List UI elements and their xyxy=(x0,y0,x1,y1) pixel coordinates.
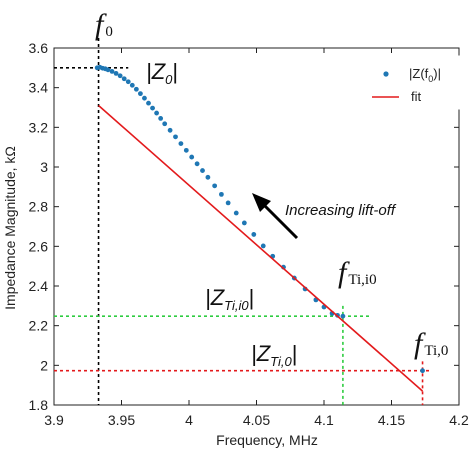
data-point xyxy=(251,232,257,237)
y-tick-label: 1.8 xyxy=(29,397,49,413)
y-tick-label: 2.2 xyxy=(29,318,49,334)
data-point xyxy=(154,110,160,116)
legend-box xyxy=(355,55,461,110)
annotation-zti-0: |ZTi,0| xyxy=(251,341,297,369)
data-point xyxy=(117,73,123,79)
x-tick-label: 4.1 xyxy=(314,412,334,428)
data-point xyxy=(212,183,218,189)
legend-label-series-main: |Z(f xyxy=(409,66,429,81)
data-point xyxy=(142,95,147,101)
x-tick-label: 4.2 xyxy=(449,412,469,428)
data-point xyxy=(133,86,139,92)
lift-off-arrow xyxy=(252,193,299,240)
data-point xyxy=(219,191,224,197)
y-tick-label: 2.4 xyxy=(29,278,49,294)
legend-marker-series xyxy=(383,71,389,77)
data-point xyxy=(340,313,346,319)
data-point xyxy=(113,70,119,76)
legend-label-series-tail: )| xyxy=(433,66,441,81)
lift-off-arrow-shaft xyxy=(260,201,299,240)
legend-label-series: |Z(f0)| xyxy=(409,66,441,84)
x-tick-label: 4 xyxy=(185,412,193,428)
data-point xyxy=(121,76,127,82)
plot-layer: 3.9 3.95 4 4.05 4.1 4.15 4.2 1.8 2 2.2 2.4 2.6 2.8 3 3… xyxy=(29,38,469,428)
annotation-fti-0-sub: Ti,0 xyxy=(424,343,448,359)
annotation-fti-0: f Ti,0 xyxy=(414,327,448,360)
data-point xyxy=(125,79,131,85)
y-tick-label: 3.6 xyxy=(29,40,49,56)
x-tick-label: 4.15 xyxy=(378,412,405,428)
data-point xyxy=(183,147,189,153)
annotation-z0-close: | xyxy=(172,59,178,84)
annotation-zti-0-close: | xyxy=(292,341,298,366)
annotation-zti-i0-close: | xyxy=(249,285,255,310)
data-point xyxy=(233,210,239,216)
annotation-fti-i0: f Ti,i0 xyxy=(338,256,377,289)
x-axis-title: Frequency, MHz xyxy=(216,432,318,448)
data-point xyxy=(189,154,195,160)
data-point xyxy=(105,67,111,73)
data-point xyxy=(200,168,205,173)
annotation-zti-i0: |ZTi,i0| xyxy=(205,285,254,313)
data-point xyxy=(129,82,135,88)
annotation-zti-i0-text: |Z xyxy=(205,285,226,310)
y-axis-title: Impedance Magnitude, kΩ xyxy=(2,146,18,310)
y-tick-label: 2 xyxy=(40,357,48,373)
x-tick-label: 4.05 xyxy=(243,412,270,428)
x-tick-label: 3.95 xyxy=(108,412,135,428)
data-point xyxy=(173,134,178,140)
y-tick-label: 2.6 xyxy=(29,238,49,254)
annotation-z0: |Z0| xyxy=(146,59,178,87)
y-tick-label: 3 xyxy=(40,159,48,175)
x-tick-label: 3.9 xyxy=(44,412,64,428)
lift-off-label: Increasing lift-off xyxy=(285,202,397,219)
data-point xyxy=(109,69,115,74)
data-point xyxy=(167,127,173,133)
annotation-z0-text: |Z xyxy=(146,59,167,84)
data-point xyxy=(162,121,168,127)
data-point xyxy=(225,200,231,206)
annotation-f0-sub: 0 xyxy=(105,24,113,40)
legend: |Z(f0)| fit xyxy=(355,55,461,110)
annotation-zti-i0-sub: Ti,i0 xyxy=(224,298,249,313)
lift-off-arrow-head xyxy=(252,193,271,212)
legend-label-series-sub: 0 xyxy=(428,74,433,84)
data-point xyxy=(138,91,143,97)
y-tick-label: 3.2 xyxy=(29,119,49,135)
y-tick-label: 2.8 xyxy=(29,199,49,215)
data-point xyxy=(205,174,211,180)
data-point xyxy=(178,141,184,146)
legend-label-fit: fit xyxy=(411,89,422,104)
fit-line xyxy=(98,104,424,392)
annotation-zti-0-sub: Ti,0 xyxy=(270,354,292,369)
annotation-fti-i0-sub: Ti,i0 xyxy=(348,272,376,288)
data-point xyxy=(260,243,266,249)
annotation-z0-sub: 0 xyxy=(165,72,173,87)
data-point xyxy=(241,220,247,226)
data-point xyxy=(194,161,200,167)
y-tick-label: 3.4 xyxy=(29,80,49,96)
annotation-zti-0-text: |Z xyxy=(251,341,272,366)
data-point xyxy=(158,116,164,121)
data-point xyxy=(150,105,155,111)
data-point xyxy=(146,100,151,106)
data-point xyxy=(420,368,425,374)
